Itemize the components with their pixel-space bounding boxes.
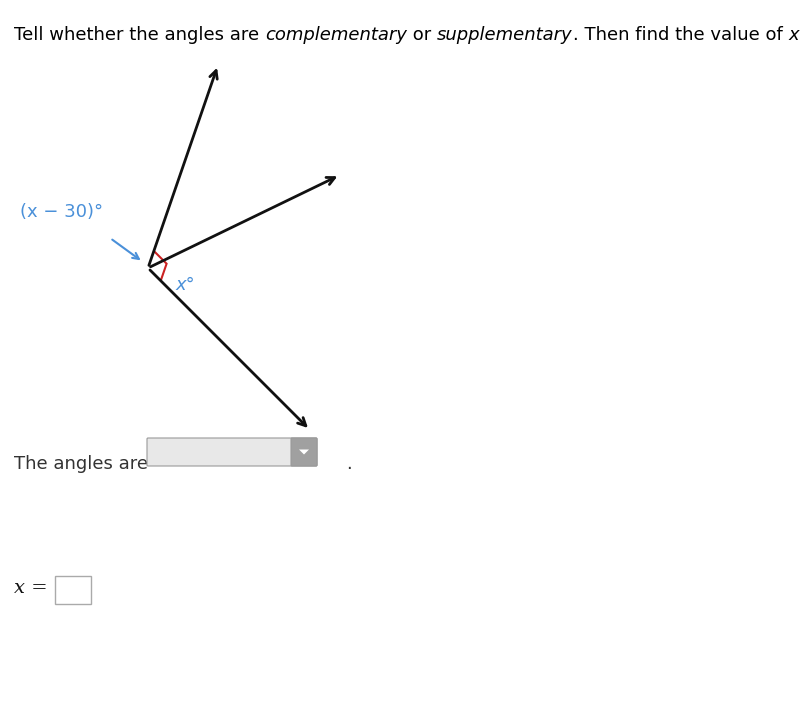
Text: x =: x = [14, 579, 48, 597]
Text: .: . [799, 26, 800, 44]
Text: or: or [407, 26, 437, 44]
Text: x°: x° [175, 276, 194, 294]
FancyBboxPatch shape [147, 438, 317, 466]
Text: x: x [788, 26, 799, 44]
FancyBboxPatch shape [291, 438, 317, 466]
Text: The angles are: The angles are [14, 455, 148, 473]
Text: .: . [346, 455, 352, 473]
Text: supplementary: supplementary [437, 26, 573, 44]
Text: complementary: complementary [266, 26, 407, 44]
FancyBboxPatch shape [55, 576, 91, 604]
Polygon shape [299, 449, 309, 454]
Text: . Then find the value of: . Then find the value of [573, 26, 788, 44]
Text: (x − 30)°: (x − 30)° [20, 203, 103, 221]
Text: Tell whether the angles are: Tell whether the angles are [14, 26, 266, 44]
